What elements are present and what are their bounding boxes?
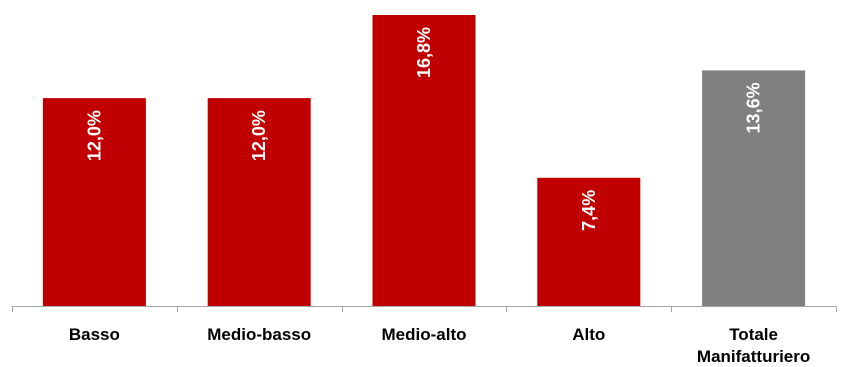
category-label: Medio-alto — [382, 325, 467, 344]
category-label-line: Alto — [572, 325, 605, 344]
category-label-line: Basso — [69, 325, 120, 344]
bar — [207, 98, 311, 306]
category-label: Alto — [572, 325, 605, 344]
bar-data-label: 16,8% — [414, 27, 434, 78]
bar — [537, 177, 641, 306]
bars-layer — [42, 15, 806, 307]
data-labels-layer: 12,0% 12,0% 16,8% 7,4% 13,6% — [84, 27, 763, 231]
bar — [42, 98, 146, 306]
category-label: Totale Manifatturiero — [697, 325, 810, 366]
category-label-line: Medio-basso — [207, 325, 311, 344]
bar-data-label: 7,4% — [579, 190, 599, 231]
bar — [372, 15, 476, 306]
bar-data-label: 12,0% — [84, 110, 104, 161]
category-label-line: Totale — [729, 325, 778, 344]
category-label-line: Medio-alto — [382, 325, 467, 344]
bar — [702, 70, 806, 307]
category-label: Basso — [69, 325, 120, 344]
category-labels: Basso Medio-basso Medio-alto Alto Totale Mani… — [69, 325, 810, 366]
category-label: Medio-basso — [207, 325, 311, 344]
bar-data-label: 12,0% — [249, 110, 269, 161]
bar-data-label: 13,6% — [744, 82, 764, 133]
x-axis-ticks — [12, 306, 837, 312]
category-label-line: Manifatturiero — [697, 347, 810, 366]
